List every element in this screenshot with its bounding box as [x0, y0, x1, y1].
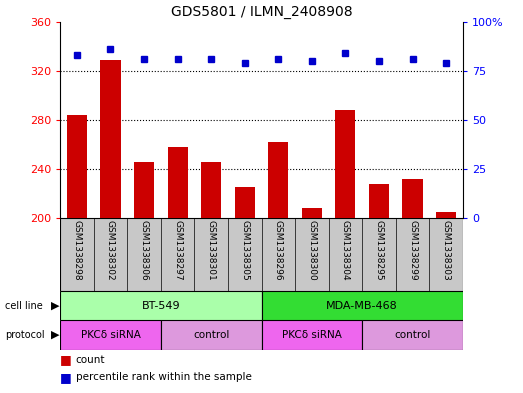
Bar: [100, 60, 120, 393]
Bar: [268, 142, 288, 393]
Text: cell line: cell line: [5, 301, 43, 310]
Bar: [362, 320, 463, 350]
Bar: [167, 147, 188, 393]
Bar: [60, 291, 262, 320]
Text: GSM1338298: GSM1338298: [72, 220, 82, 281]
Text: GSM1338303: GSM1338303: [441, 220, 451, 281]
Text: GSM1338302: GSM1338302: [106, 220, 115, 281]
Bar: [262, 291, 463, 320]
Text: GSM1338305: GSM1338305: [240, 220, 249, 281]
Bar: [134, 162, 154, 393]
Text: protocol: protocol: [5, 330, 45, 340]
Text: control: control: [394, 330, 431, 340]
Text: ▶: ▶: [51, 330, 60, 340]
Text: GSM1338295: GSM1338295: [374, 220, 383, 281]
Bar: [235, 187, 255, 393]
Text: GSM1338301: GSM1338301: [207, 220, 215, 281]
Text: BT-549: BT-549: [142, 301, 180, 310]
Text: GSM1338297: GSM1338297: [173, 220, 182, 281]
Bar: [67, 115, 87, 393]
Text: GSM1338299: GSM1338299: [408, 220, 417, 281]
Text: PKCδ siRNA: PKCδ siRNA: [282, 330, 342, 340]
Text: GSM1338306: GSM1338306: [140, 220, 149, 281]
Bar: [369, 184, 389, 393]
Bar: [335, 110, 356, 393]
Bar: [262, 320, 362, 350]
Text: count: count: [76, 354, 105, 365]
Text: GSM1338304: GSM1338304: [341, 220, 350, 281]
Text: control: control: [193, 330, 230, 340]
Bar: [60, 320, 161, 350]
Text: MDA-MB-468: MDA-MB-468: [326, 301, 398, 310]
Text: GSM1338300: GSM1338300: [308, 220, 316, 281]
Bar: [201, 162, 221, 393]
Bar: [161, 320, 262, 350]
Text: ■: ■: [60, 371, 72, 384]
Bar: [302, 208, 322, 393]
Text: percentile rank within the sample: percentile rank within the sample: [76, 372, 252, 382]
Text: ▶: ▶: [51, 301, 60, 310]
Bar: [403, 179, 423, 393]
Text: PKCδ siRNA: PKCδ siRNA: [81, 330, 140, 340]
Title: GDS5801 / ILMN_2408908: GDS5801 / ILMN_2408908: [170, 5, 353, 19]
Text: GSM1338296: GSM1338296: [274, 220, 283, 281]
Bar: [436, 212, 456, 393]
Text: ■: ■: [60, 353, 72, 366]
